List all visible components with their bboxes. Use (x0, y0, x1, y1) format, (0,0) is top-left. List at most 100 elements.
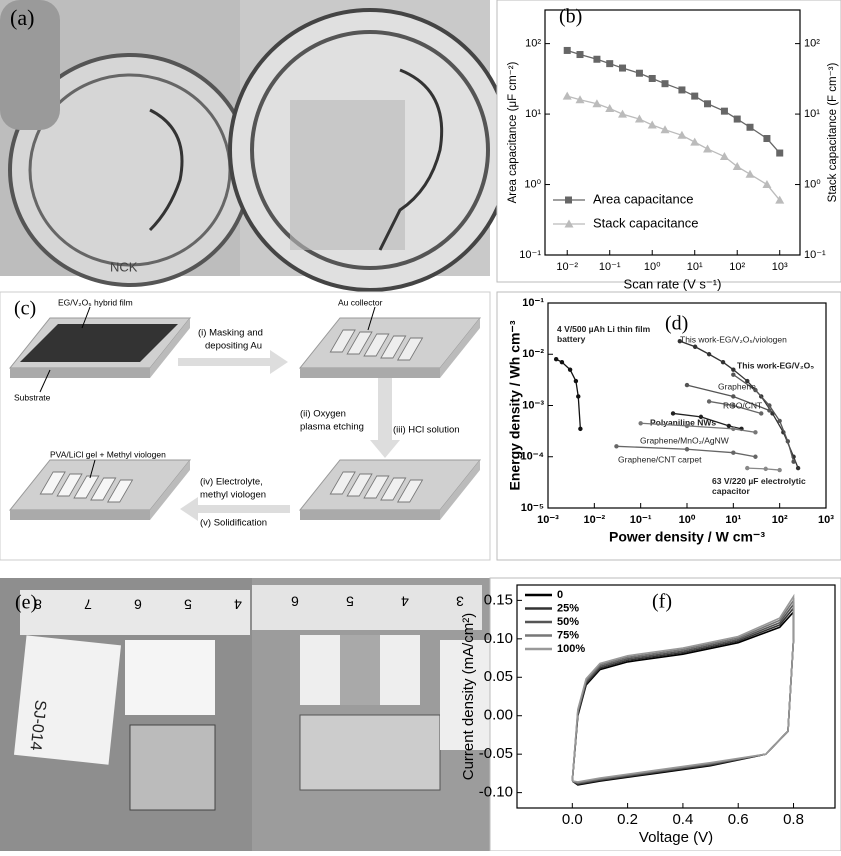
panel-label: (d) (665, 313, 688, 335)
marker (553, 357, 559, 362)
marker (576, 51, 584, 59)
ruler-number: 7 (84, 596, 92, 612)
ruler-number: 5 (346, 593, 354, 609)
series-label: Graphene/MnO₂/AgNW (640, 435, 729, 445)
marker (745, 169, 755, 178)
pointer (367, 306, 376, 331)
legend-marker (565, 196, 572, 204)
y-axis-label: Area capacitance (μF cm⁻²) (507, 61, 519, 203)
x-tick-label: 10⁻³ (537, 514, 559, 526)
series-label: RGO/CNT (723, 400, 762, 410)
marker (767, 403, 772, 408)
marker (791, 459, 796, 464)
marker (563, 46, 571, 54)
marker (635, 69, 643, 77)
label: Substrate (14, 392, 51, 402)
substrate-edge (440, 318, 480, 378)
x-tick-label: 0.2 (617, 811, 638, 828)
ruler-number: 5 (184, 596, 192, 612)
marker (753, 454, 758, 459)
electrode (346, 331, 373, 355)
electrode (39, 471, 66, 495)
chart-frame (496, 291, 841, 561)
marker (763, 466, 768, 472)
y-tick-label: 0.05 (484, 668, 513, 685)
series-line (616, 445, 756, 458)
x-tick-label: 10³ (772, 261, 788, 273)
panel-label: (c) (14, 298, 36, 320)
y-tick-label: 10⁻⁴ (521, 451, 544, 463)
marker (562, 91, 572, 100)
series-line (672, 412, 742, 430)
marker (746, 123, 754, 131)
marker (573, 378, 579, 384)
label: EG/V₂O₅ hybrid film (58, 297, 133, 307)
x-tick-label: 0.6 (728, 811, 749, 828)
substrate-side (10, 368, 150, 378)
ruler-number: 8 (34, 596, 42, 612)
marker (567, 367, 573, 372)
marker (678, 86, 686, 94)
series-line (640, 422, 756, 433)
step: (i) Masking and (198, 328, 263, 339)
y-tick-label: -0.10 (479, 784, 513, 801)
ruler-number: 4 (401, 593, 409, 609)
marker (706, 352, 712, 357)
substrate-side (300, 368, 440, 378)
y-tick-label: 10⁻⁵ (521, 502, 544, 514)
substrate-side (10, 510, 150, 520)
series-label: 63 V/220 µF electrolytic capacitor (712, 476, 806, 496)
electrode (380, 335, 407, 359)
x-tick-label: 10² (729, 261, 745, 273)
x-tick-label: 10⁰ (679, 514, 696, 526)
electrode (363, 333, 390, 357)
y2-tick-label: 10⁰ (804, 178, 821, 190)
marker (677, 338, 683, 344)
marker (691, 92, 699, 100)
series-label-text: 4 V/500 µAh Li thin film battery (557, 324, 651, 344)
film (20, 324, 178, 362)
series-line (567, 49, 781, 154)
electrode (73, 475, 100, 499)
y-tick-label: 10² (525, 38, 541, 50)
electrode (346, 473, 373, 497)
y-tick-label: 10¹ (525, 108, 541, 120)
x-tick-label: 10² (772, 514, 788, 526)
series-line (571, 593, 795, 783)
arrow (178, 350, 288, 374)
substrate-edge (150, 460, 190, 520)
marker (763, 135, 771, 143)
marker (745, 465, 750, 471)
series-label: 4 V/500 µAh Li thin film battery (557, 324, 651, 344)
ruler-number: 4 (234, 596, 242, 612)
marker (733, 115, 741, 123)
x-axis-label: Voltage (V) (639, 829, 713, 846)
electrode (56, 473, 83, 497)
y-tick-label: 10⁻¹ (519, 249, 541, 261)
marker (732, 162, 742, 171)
marker (720, 359, 726, 365)
marker (648, 74, 656, 82)
electrode (90, 477, 117, 501)
marker (618, 109, 628, 118)
marker (719, 152, 729, 161)
marker (592, 99, 602, 108)
x-axis-label: Scan rate (V s⁻¹) (624, 276, 722, 291)
panel-label: (e) (15, 592, 37, 614)
marker (759, 411, 764, 416)
marker (634, 114, 644, 123)
y-tick-label: 10⁰ (524, 178, 541, 190)
marker (795, 465, 801, 471)
panel-label: (f) (652, 591, 672, 613)
x-tick-label: 10⁻¹ (599, 261, 621, 273)
legend-label: Stack capacitance (593, 215, 699, 230)
y-axis-label: Current density (mA/cm²) (460, 613, 477, 781)
marker (660, 125, 670, 134)
marker (684, 447, 690, 452)
electrode (106, 479, 134, 503)
series-label-text: 63 V/220 µF electrolytic capacitor (712, 476, 806, 496)
y-axis-label: Energy density / Wh cm⁻³ (507, 320, 523, 490)
step: (ii) Oxygen (300, 409, 346, 420)
x-tick-label: 0.4 (672, 811, 693, 828)
marker (762, 180, 772, 189)
